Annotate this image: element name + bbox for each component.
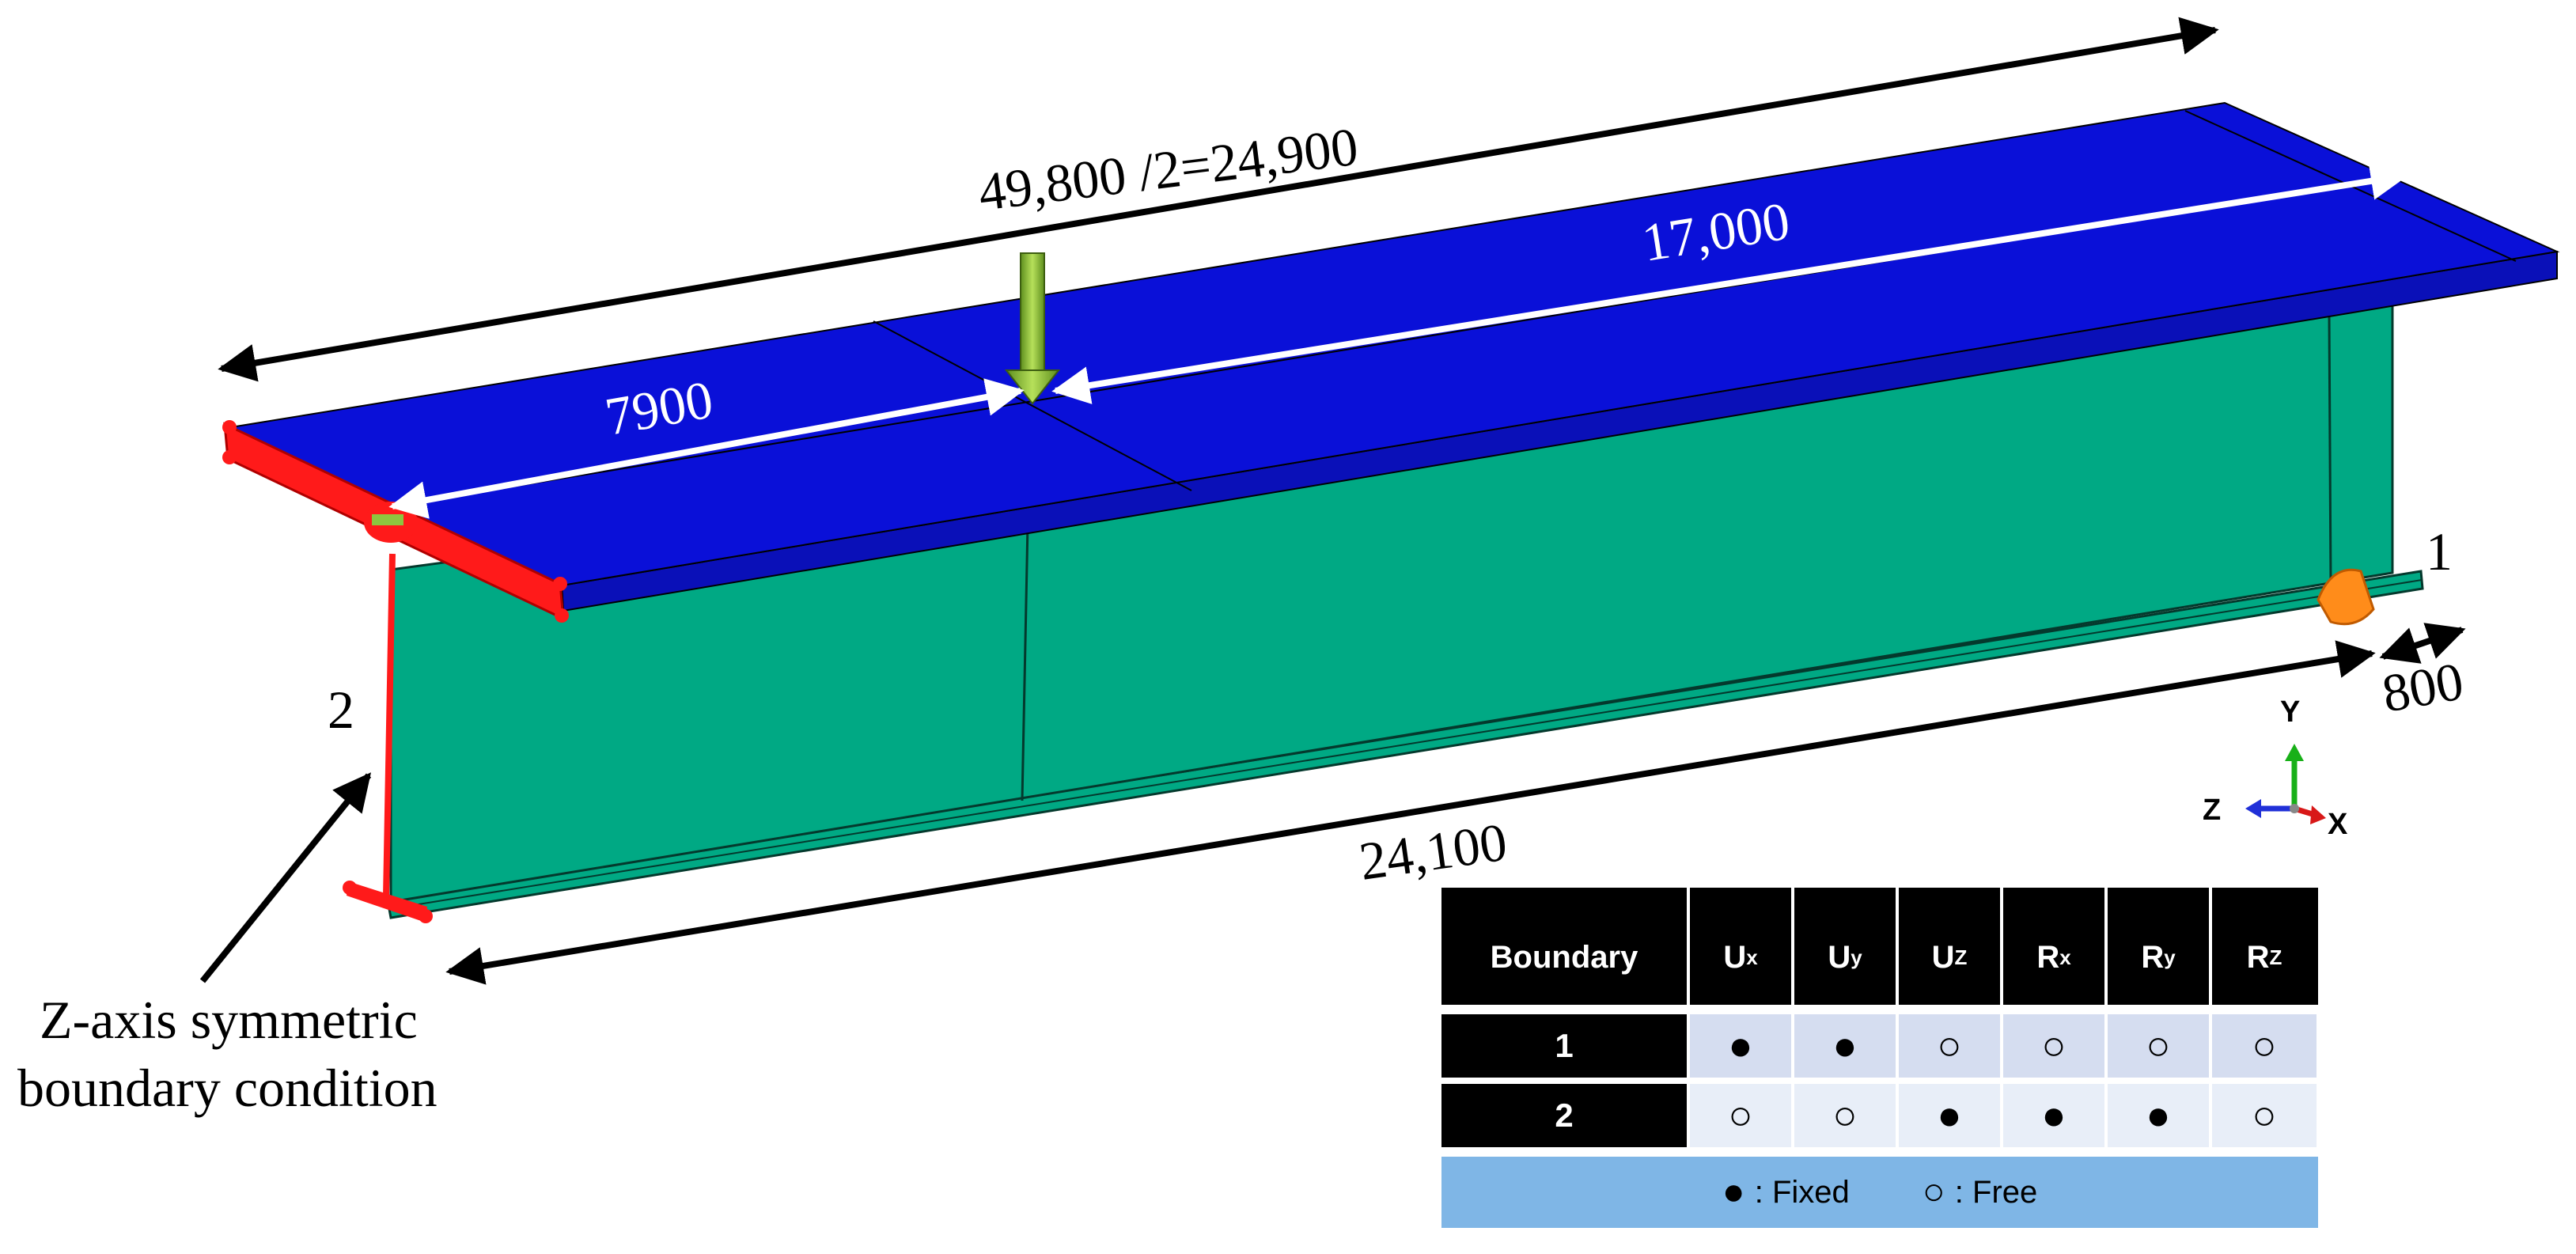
- boundary-node: [222, 450, 237, 464]
- boundary-1-support: [2317, 568, 2375, 626]
- table-cell: ●: [1899, 1084, 2003, 1147]
- table-cell: ○: [1794, 1084, 1899, 1147]
- boundary-2-web: [383, 553, 396, 898]
- fixed-symbol-icon: ●: [1722, 1171, 1745, 1213]
- boundary-node: [555, 608, 569, 623]
- row-boundary-label: 2: [1441, 1084, 1690, 1147]
- boundary-label-1: 1: [2426, 521, 2453, 582]
- dim-label-bottom: 24,100: [1356, 812, 1511, 892]
- axis-label-x: X: [2328, 808, 2348, 841]
- table-cell: ○: [2108, 1014, 2212, 1078]
- dim-label-width: 800: [2377, 650, 2468, 724]
- free-symbol-icon: ○: [1922, 1171, 1945, 1213]
- dim-arrow-bottom: [445, 640, 2376, 985]
- boundary-node: [343, 881, 357, 895]
- axis-label-y: Y: [2280, 695, 2300, 729]
- boundary-node: [222, 420, 237, 434]
- boundary-label-2: 2: [328, 680, 354, 740]
- table-cell: ○: [1899, 1014, 2003, 1078]
- table-cell: ●: [1794, 1014, 1899, 1078]
- table-cell: ○: [2003, 1014, 2108, 1078]
- boundary-node: [553, 577, 567, 591]
- legend-fixed-label: : Fixed: [1754, 1174, 1850, 1210]
- pointer-arrow: [199, 772, 372, 983]
- dim-arrow-17000: [1051, 162, 2409, 404]
- legend-free-label: : Free: [1954, 1174, 2038, 1210]
- web-stiffener-end: [2328, 312, 2332, 586]
- table-cell: ○: [2212, 1014, 2317, 1078]
- dim-arrow-width: [2379, 623, 2466, 664]
- table-row: 2 ○ ○ ● ● ● ○: [1441, 1084, 2318, 1147]
- boundary-node: [419, 909, 433, 923]
- boundary-2-bottom-flange: [347, 881, 427, 923]
- row-boundary-label: 1: [1441, 1014, 1690, 1078]
- annotation-line-2: boundary condition: [17, 1058, 438, 1118]
- legend-free: ○ : Free: [1923, 1173, 2037, 1211]
- table-cell: ●: [2108, 1084, 2212, 1147]
- dim-arrow-7900: [388, 378, 1025, 519]
- header-boundary: Boundary: [1441, 888, 1690, 1005]
- legend-fixed: ● : Fixed: [1722, 1173, 1850, 1211]
- boundary-2-web-junction-mark: [372, 514, 403, 525]
- table-legend: ● : Fixed ○ : Free: [1441, 1157, 2318, 1228]
- axis-triad: Y Z X: [2203, 695, 2348, 841]
- annotation-line-1: Z-axis symmetric: [40, 990, 418, 1050]
- table-cell: ●: [1690, 1014, 1794, 1078]
- table-cell: ○: [2212, 1084, 2317, 1147]
- table-cell: ●: [2003, 1084, 2108, 1147]
- table-cell: ○: [1690, 1084, 1794, 1147]
- table-row: 1 ● ● ○ ○ ○ ○: [1441, 1014, 2318, 1078]
- axis-label-z: Z: [2203, 794, 2221, 827]
